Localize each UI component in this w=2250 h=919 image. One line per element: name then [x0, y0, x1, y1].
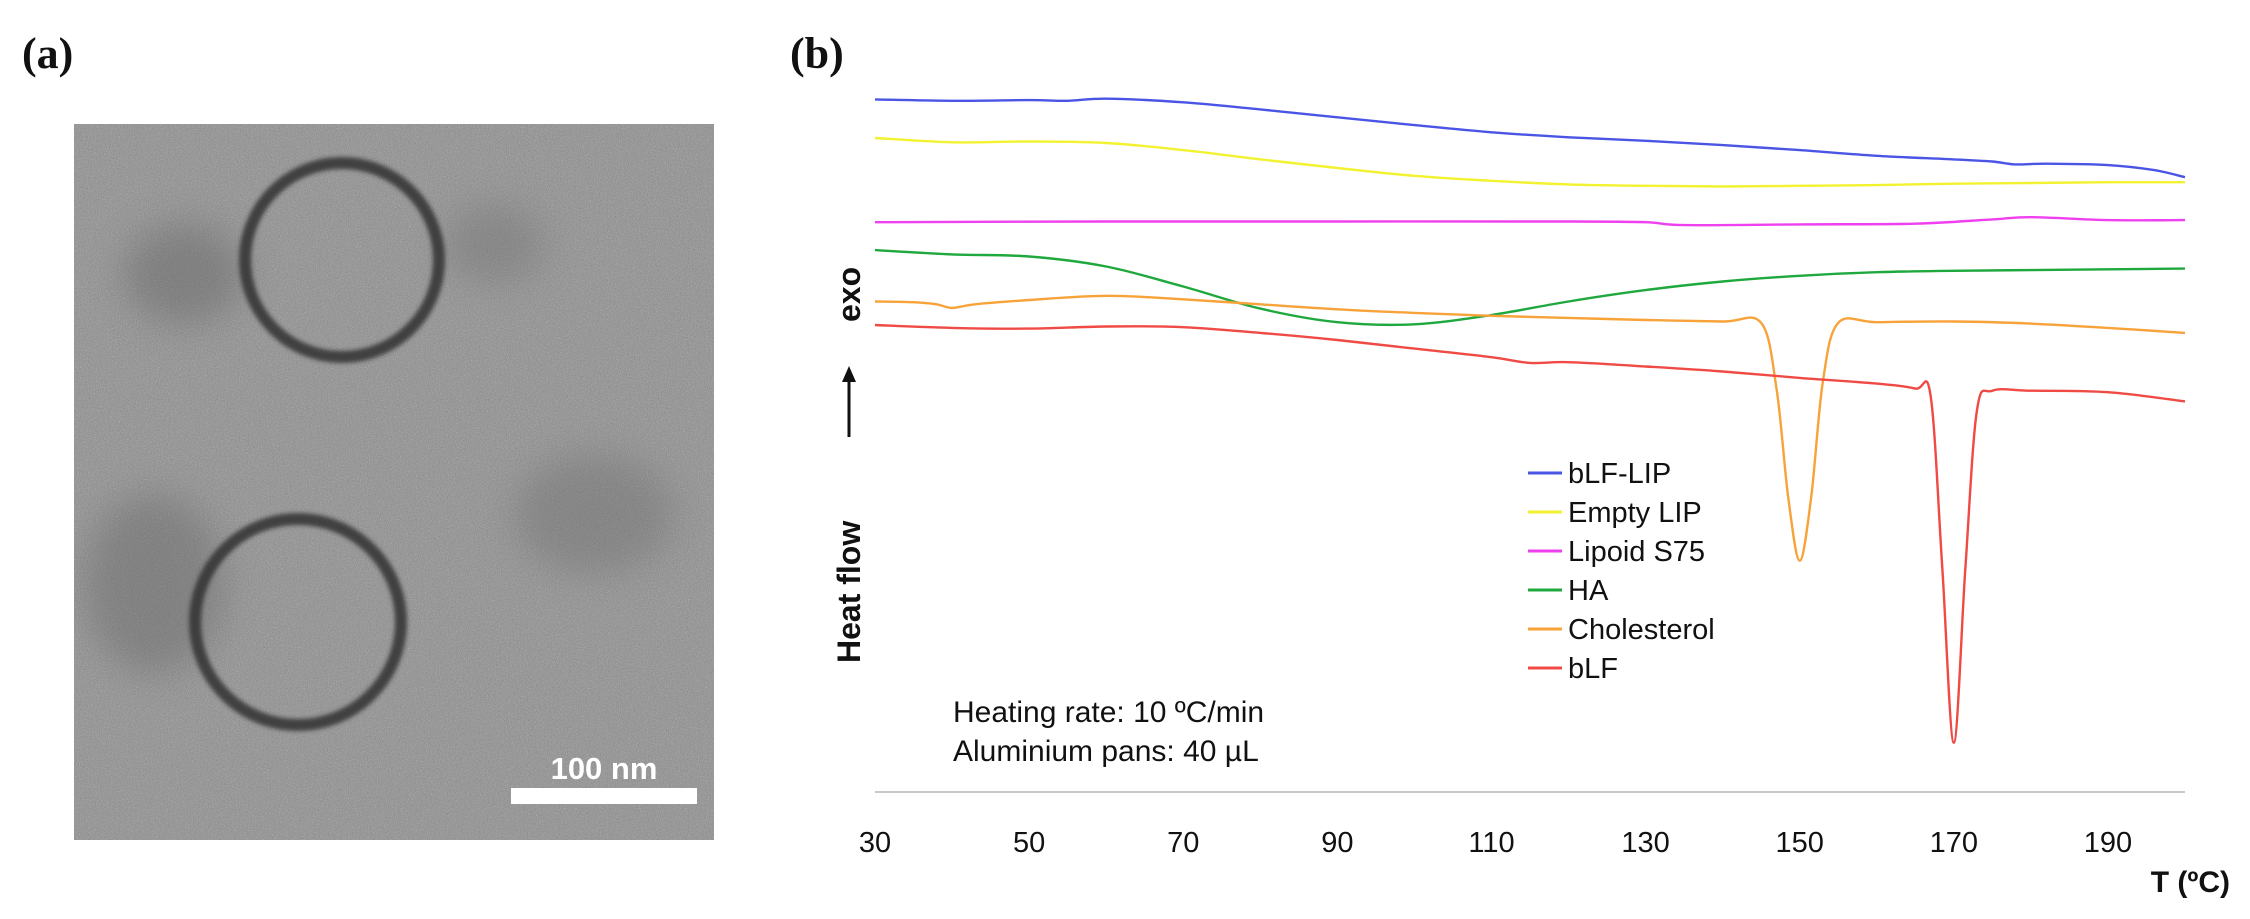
legend: bLF-LIP Empty LIP Lipoid S75 HA Cholesterol b… [1528, 458, 1715, 685]
x-tick-label: 70 [1167, 827, 1199, 859]
panel-a-label: (a) [22, 29, 74, 78]
tem-micrograph: 100 nm [74, 124, 714, 840]
liposome-lower [189, 513, 407, 731]
x-tick-label: 50 [1013, 827, 1045, 859]
x-tick-labels: 30 50 70 90 110 130 150 170 190 [859, 827, 2132, 859]
x-tick-label: 170 [1930, 827, 1978, 859]
x-axis-label: T (ºC) [2151, 866, 2230, 899]
dsc-chart: 30 50 70 90 110 130 150 170 190 T (ºC) Heat flow… [831, 97, 2230, 899]
series-line-empty-lip [874, 136, 2186, 188]
legend-label: Cholesterol [1568, 614, 1715, 646]
x-tick-label: 110 [1468, 827, 1514, 859]
annotation-heating-rate: Heating rate: 10 ºC/min [953, 696, 1264, 729]
series-line-blf-lip [874, 97, 2186, 179]
series-line-ha [874, 248, 2186, 327]
series-line-cholesterol [874, 294, 2186, 562]
x-tick-label: 150 [1776, 827, 1824, 859]
x-tick-label: 190 [2084, 827, 2132, 859]
y-axis-label: Heat flow [831, 521, 867, 663]
scale-bar-label: 100 nm [551, 751, 658, 786]
series-line-blf [874, 323, 2186, 744]
series-line-lipoid-s75 [874, 215, 2186, 227]
micrograph-shading [84, 204, 674, 674]
exo-label-group: exo [831, 267, 867, 322]
y-axis-label-group: Heat flow [831, 521, 867, 663]
exo-arrow [842, 366, 856, 437]
x-tick-label: 130 [1621, 827, 1669, 859]
legend-label: bLF-LIP [1568, 458, 1671, 490]
legend-label: bLF [1568, 653, 1618, 685]
x-tick-label: 90 [1321, 827, 1353, 859]
legend-label: Empty LIP [1568, 497, 1702, 529]
legend-label: Lipoid S75 [1568, 536, 1705, 568]
series-lines [874, 97, 2186, 744]
annotation-pans: Aluminium pans: 40 µL [953, 735, 1259, 768]
exo-label: exo [831, 267, 867, 322]
scale-bar [511, 788, 697, 804]
x-tick-label: 30 [859, 827, 891, 859]
liposome-upper [239, 157, 445, 363]
legend-label: HA [1568, 575, 1609, 607]
panel-b-label: (b) [790, 29, 844, 78]
